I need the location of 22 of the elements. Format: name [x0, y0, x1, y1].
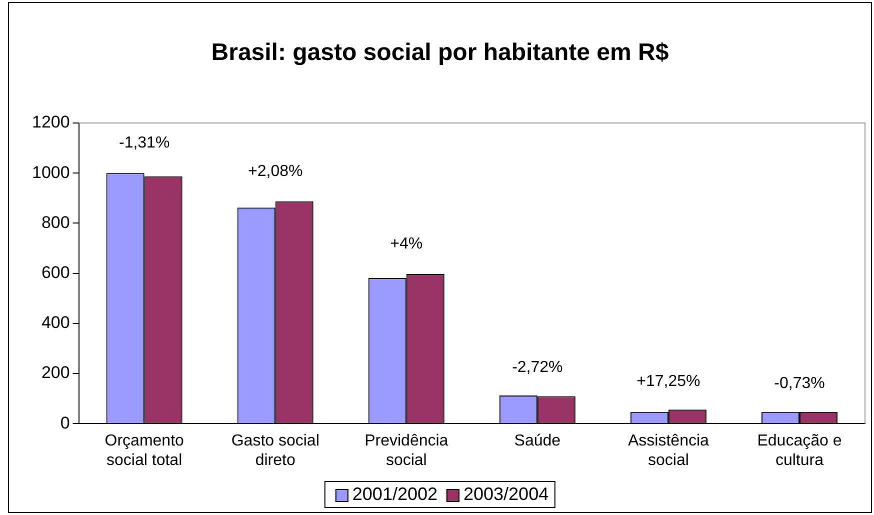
x-tick-label: Gasto social direto	[231, 432, 320, 469]
annotation: +17,25%	[636, 372, 700, 390]
x-tick-label: Educação e cultura	[757, 432, 842, 469]
y-tick-label: 1200	[32, 112, 70, 132]
annotation: -2,72%	[512, 358, 563, 376]
x-tick-label: Saúde	[514, 432, 561, 450]
chart-title: Brasil: gasto social por habitante em R$	[210, 39, 670, 67]
legend-label: 2001/2002	[352, 484, 438, 504]
y-tick-label: 0	[60, 413, 70, 432]
y-tick-label: 800	[41, 212, 70, 232]
y-tick-label: 200	[41, 363, 70, 382]
y-tick-label: 1000	[32, 162, 70, 182]
x-tick-label: Previdência social	[364, 432, 448, 469]
annotation: +2,08%	[248, 162, 303, 180]
annotation: -0,73%	[774, 375, 825, 392]
x-tick-label: Assistência social	[628, 432, 710, 469]
y-tick-label: 600	[41, 262, 70, 282]
annotation: -1,31%	[118, 134, 170, 152]
y-tick-label: 400	[41, 313, 70, 332]
legend-label: 2003/2004	[464, 484, 549, 504]
annotation: +4%	[390, 235, 423, 252]
x-tick-label: Orçamento social total	[104, 432, 184, 469]
